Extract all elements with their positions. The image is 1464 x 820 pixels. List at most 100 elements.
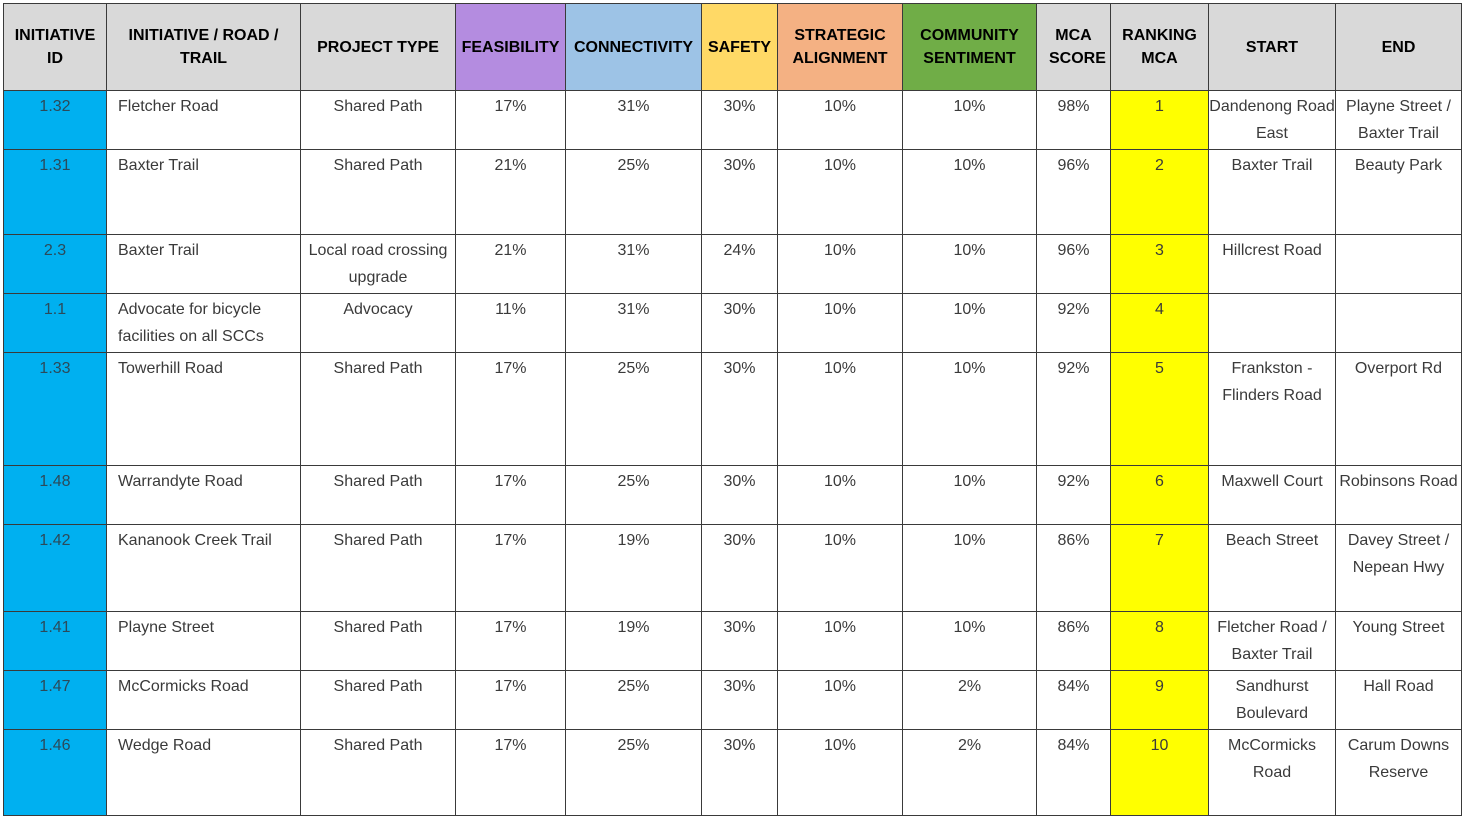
connectivity-cell: 19% [565, 524, 702, 612]
header-mca-score: MCA SCORE [1036, 3, 1111, 91]
initiative-name-cell: Baxter Trail [106, 149, 301, 235]
connectivity-cell: 31% [565, 234, 702, 294]
initiative-id-cell: 1.42 [3, 524, 107, 612]
initiative-name-cell: McCormicks Road [106, 670, 301, 730]
ranking-cell: 7 [1110, 524, 1209, 612]
strategic-alignment-cell: 10% [777, 729, 903, 816]
initiative-id-cell: 1.46 [3, 729, 107, 816]
initiative-name-cell: Towerhill Road [106, 352, 301, 466]
header-project-type: PROJECT TYPE [300, 3, 456, 91]
initiative-id-cell: 1.31 [3, 149, 107, 235]
safety-cell: 30% [701, 729, 778, 816]
connectivity-cell: 25% [565, 729, 702, 816]
feasibility-cell: 17% [455, 90, 566, 150]
connectivity-cell: 19% [565, 611, 702, 671]
header-ranking-mca: RANKING MCA [1110, 3, 1209, 91]
strategic-alignment-cell: 10% [777, 234, 903, 294]
initiative-name-cell: Baxter Trail [106, 234, 301, 294]
mca-score-cell: 92% [1036, 465, 1111, 525]
table-row: 1.41 Playne Street Shared Path 17% 19% 3… [3, 611, 1462, 671]
strategic-alignment-cell: 10% [777, 670, 903, 730]
project-type-cell: Shared Path [300, 149, 456, 235]
initiative-id-cell: 2.3 [3, 234, 107, 294]
feasibility-cell: 21% [455, 234, 566, 294]
safety-cell: 30% [701, 352, 778, 466]
connectivity-cell: 25% [565, 670, 702, 730]
strategic-alignment-cell: 10% [777, 90, 903, 150]
table-row: 1.47 McCormicks Road Shared Path 17% 25%… [3, 670, 1462, 730]
header-initiative-id: INITIATIVE ID [3, 3, 107, 91]
header-safety: SAFETY [701, 3, 778, 91]
strategic-alignment-cell: 10% [777, 611, 903, 671]
project-type-cell: Shared Path [300, 670, 456, 730]
header-start: START [1208, 3, 1336, 91]
project-type-cell: Shared Path [300, 90, 456, 150]
end-cell [1335, 234, 1462, 294]
feasibility-cell: 17% [455, 729, 566, 816]
safety-cell: 30% [701, 670, 778, 730]
end-cell: Davey Street / Nepean Hwy [1335, 524, 1462, 612]
ranking-cell: 10 [1110, 729, 1209, 816]
community-sentiment-cell: 10% [902, 149, 1037, 235]
initiative-name-cell: Playne Street [106, 611, 301, 671]
safety-cell: 30% [701, 465, 778, 525]
project-type-cell: Shared Path [300, 352, 456, 466]
end-cell: Carum Downs Reserve [1335, 729, 1462, 816]
connectivity-cell: 25% [565, 465, 702, 525]
mca-score-cell: 84% [1036, 670, 1111, 730]
ranking-cell: 3 [1110, 234, 1209, 294]
project-type-cell: Local road crossing upgrade [300, 234, 456, 294]
community-sentiment-cell: 10% [902, 465, 1037, 525]
community-sentiment-cell: 10% [902, 293, 1037, 353]
table-row: 1.32 Fletcher Road Shared Path 17% 31% 3… [3, 90, 1462, 150]
strategic-alignment-cell: 10% [777, 352, 903, 466]
header-feasibility: FEASIBILITY [455, 3, 566, 91]
ranking-cell: 9 [1110, 670, 1209, 730]
mca-score-cell: 98% [1036, 90, 1111, 150]
table-row: 1.42 Kananook Creek Trail Shared Path 17… [3, 524, 1462, 612]
header-row: INITIATIVE ID INITIATIVE / ROAD / TRAIL … [3, 3, 1462, 91]
community-sentiment-cell: 10% [902, 234, 1037, 294]
community-sentiment-cell: 10% [902, 611, 1037, 671]
feasibility-cell: 17% [455, 465, 566, 525]
initiative-id-cell: 1.48 [3, 465, 107, 525]
feasibility-cell: 17% [455, 524, 566, 612]
feasibility-cell: 17% [455, 611, 566, 671]
safety-cell: 30% [701, 524, 778, 612]
mca-score-cell: 86% [1036, 524, 1111, 612]
table-row: 1.1 Advocate for bicycle facilities on a… [3, 293, 1462, 353]
safety-cell: 30% [701, 149, 778, 235]
mca-score-cell: 92% [1036, 293, 1111, 353]
start-cell: Sandhurst Boulevard [1208, 670, 1336, 730]
start-cell: Hillcrest Road [1208, 234, 1336, 294]
feasibility-cell: 11% [455, 293, 566, 353]
start-cell: McCormicks Road [1208, 729, 1336, 816]
end-cell: Hall Road [1335, 670, 1462, 730]
community-sentiment-cell: 10% [902, 352, 1037, 466]
ranking-cell: 6 [1110, 465, 1209, 525]
strategic-alignment-cell: 10% [777, 149, 903, 235]
community-sentiment-cell: 10% [902, 90, 1037, 150]
end-cell: Playne Street / Baxter Trail [1335, 90, 1462, 150]
header-end: END [1335, 3, 1462, 91]
initiative-id-cell: 1.32 [3, 90, 107, 150]
safety-cell: 24% [701, 234, 778, 294]
initiative-id-cell: 1.1 [3, 293, 107, 353]
safety-cell: 30% [701, 90, 778, 150]
table-row: 2.3 Baxter Trail Local road crossing upg… [3, 234, 1462, 294]
initiative-id-cell: 1.41 [3, 611, 107, 671]
end-cell: Robinsons Road [1335, 465, 1462, 525]
start-cell: Baxter Trail [1208, 149, 1336, 235]
initiative-name-cell: Fletcher Road [106, 90, 301, 150]
project-type-cell: Shared Path [300, 729, 456, 816]
start-cell: Frankston - Flinders Road [1208, 352, 1336, 466]
ranking-cell: 4 [1110, 293, 1209, 353]
project-type-cell: Shared Path [300, 465, 456, 525]
mca-score-cell: 92% [1036, 352, 1111, 466]
start-cell [1208, 293, 1336, 353]
strategic-alignment-cell: 10% [777, 465, 903, 525]
project-type-cell: Shared Path [300, 611, 456, 671]
start-cell: Fletcher Road / Baxter Trail [1208, 611, 1336, 671]
end-cell: Beauty Park [1335, 149, 1462, 235]
feasibility-cell: 17% [455, 670, 566, 730]
